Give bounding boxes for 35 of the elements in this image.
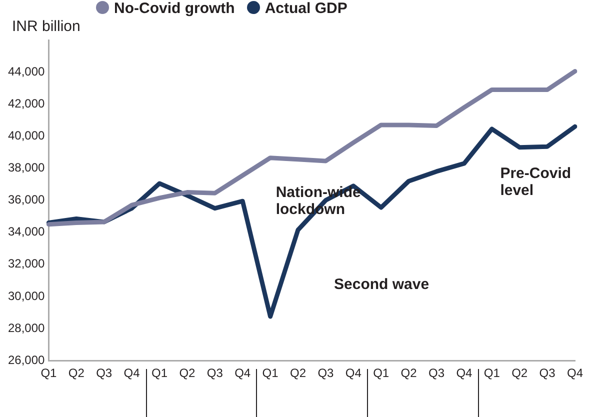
x-tick-label: Q2 bbox=[290, 366, 306, 380]
x-tick-label: Q2 bbox=[512, 366, 528, 380]
y-tick-label: 40,000 bbox=[8, 128, 46, 142]
x-tick-label: Q3 bbox=[96, 366, 112, 380]
x-tick-label: Q2 bbox=[179, 366, 196, 380]
legend-label: Actual GDP bbox=[264, 0, 348, 17]
x-tick-label: Q1 bbox=[151, 366, 168, 380]
annotation: Second wave bbox=[334, 276, 430, 293]
y-tick-label: 44,000 bbox=[8, 64, 46, 78]
x-tick-label: Q4 bbox=[124, 366, 140, 380]
x-tick-label: Q4 bbox=[345, 366, 362, 380]
y-tick-label: 26,000 bbox=[8, 352, 46, 367]
x-tick-label: Q2 bbox=[68, 366, 85, 380]
y-tick-label: 32,000 bbox=[8, 256, 46, 271]
y-tick-label: 34,000 bbox=[8, 224, 46, 239]
x-tick-label: Q3 bbox=[539, 366, 556, 380]
x-tick-label: Q3 bbox=[428, 366, 445, 380]
x-tick-label: Q4 bbox=[566, 366, 584, 380]
x-tick-label: Q3 bbox=[206, 366, 224, 380]
annotation: Pre-Covid level bbox=[500, 165, 572, 200]
x-tick-label: Q1 bbox=[373, 366, 390, 380]
y-tick-label: 36,000 bbox=[8, 192, 46, 207]
y-tick-label: 30,000 bbox=[8, 288, 46, 303]
y-tick-label: 28,000 bbox=[8, 320, 46, 335]
legend-label: No-Covid growth bbox=[113, 0, 235, 17]
x-tick-label: Q3 bbox=[318, 366, 334, 380]
x-tick-label: Q4 bbox=[234, 366, 251, 380]
y-axis-title: INR billion bbox=[12, 18, 80, 35]
x-tick-label: Q1 bbox=[484, 366, 500, 380]
x-tick-label: Q2 bbox=[400, 366, 418, 380]
y-tick-label: 42,000 bbox=[8, 96, 46, 110]
x-tick-label: Q1 bbox=[40, 366, 58, 380]
x-tick-label: Q4 bbox=[456, 366, 473, 380]
x-tick-label: Q1 bbox=[262, 366, 279, 380]
y-tick-label: 38,000 bbox=[8, 160, 46, 175]
